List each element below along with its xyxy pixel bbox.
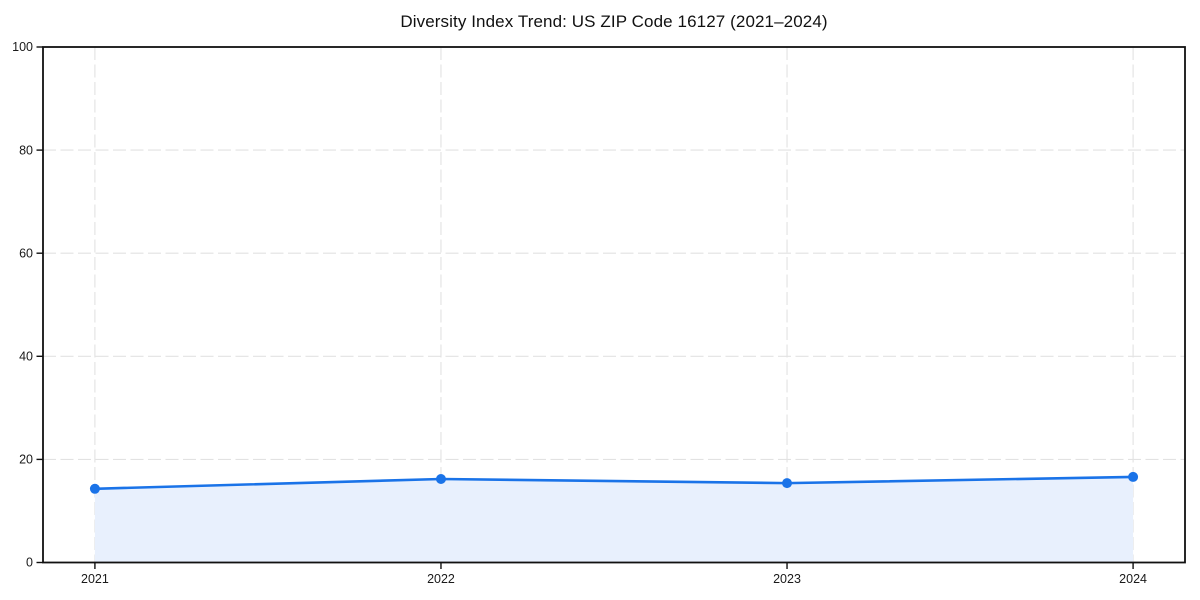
- x-tick-label: 2022: [427, 572, 455, 586]
- y-tick-label: 80: [19, 143, 33, 157]
- chart-title: Diversity Index Trend: US ZIP Code 16127…: [400, 12, 828, 31]
- y-tick-label: 100: [12, 40, 33, 54]
- x-tick-label: 2024: [1119, 572, 1147, 586]
- x-tick-label: 2021: [81, 572, 109, 586]
- area-fill: [94, 476, 1134, 563]
- y-tick-label: 20: [19, 453, 33, 467]
- trend-line: [93, 475, 1135, 491]
- y-tick-label: 40: [19, 350, 33, 364]
- data-point-2023: [782, 478, 793, 489]
- data-point-2024: [1128, 471, 1139, 482]
- axes-border: [42, 46, 1186, 564]
- x-tick-label: 2023: [773, 572, 801, 586]
- data-point-2021: [89, 483, 100, 494]
- y-tick-label: 60: [19, 246, 33, 260]
- data-point-2022: [435, 473, 446, 484]
- y-tick-label: 0: [26, 556, 33, 570]
